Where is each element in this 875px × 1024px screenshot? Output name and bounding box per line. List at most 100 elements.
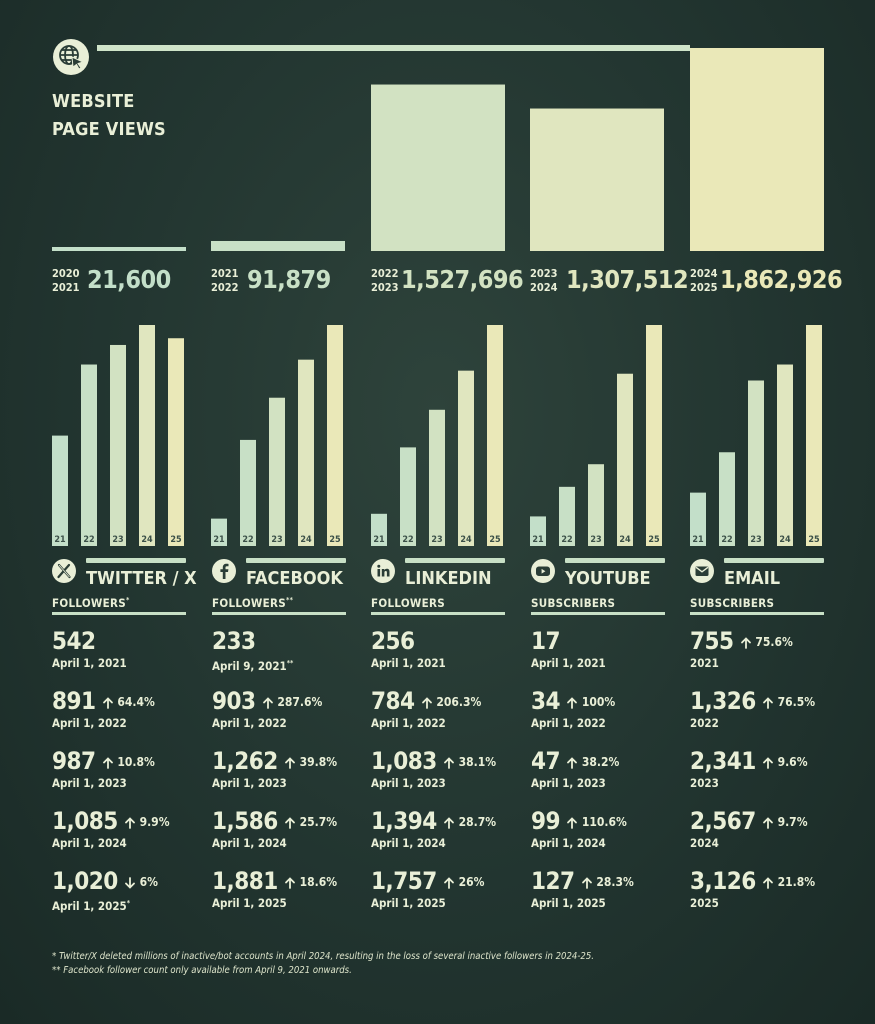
youtube-subtitle: SUBSCRIBERS bbox=[531, 593, 615, 610]
page-views-value: 1,527,696 bbox=[401, 265, 524, 294]
email-entry: 2,341 9.6% 2023 bbox=[690, 746, 824, 802]
email-date: 2025 bbox=[690, 896, 719, 910]
twitter-bar bbox=[81, 364, 97, 546]
facebook-value: 1,586 25.7% bbox=[212, 807, 338, 835]
facebook-date: April 1, 2025 bbox=[212, 896, 287, 910]
email-bar-label: 24 bbox=[779, 535, 791, 545]
envelope-icon bbox=[690, 559, 714, 583]
arrow-up-icon bbox=[443, 816, 454, 829]
youtube-bar-label: 25 bbox=[648, 535, 660, 545]
facebook-change: 25.7% bbox=[284, 815, 337, 829]
linkedin-bar-label: 21 bbox=[373, 535, 385, 545]
linkedin-date: April 1, 2024 bbox=[371, 836, 446, 850]
twitter-date: April 1, 2025* bbox=[52, 898, 131, 913]
footnote-facebook: ** Facebook follower count only availabl… bbox=[52, 965, 352, 976]
youtube-change: 100% bbox=[566, 695, 615, 709]
arrow-down-icon bbox=[124, 876, 135, 889]
page-views-bar bbox=[211, 240, 345, 251]
twitter-change: 6% bbox=[124, 875, 158, 889]
twitter-bar bbox=[168, 338, 184, 546]
youtube-date: April 1, 2023 bbox=[531, 776, 606, 790]
page-views-label: 2021 2022 91,879 bbox=[211, 265, 347, 298]
twitter-name: TWITTER / X bbox=[86, 568, 197, 589]
page-views-label: 2022 2023 1,527,696 bbox=[371, 265, 524, 298]
facebook-header: FACEBOOK FOLLOWERS** bbox=[212, 556, 346, 616]
linkedin-entry: 256 April 1, 2021 bbox=[371, 626, 505, 682]
facebook-value: 233 bbox=[212, 627, 256, 655]
email-change: 76.5% bbox=[762, 695, 815, 709]
facebook-bar-label: 21 bbox=[213, 535, 225, 545]
youtube-entry: 99 110.6% April 1, 2024 bbox=[531, 806, 665, 862]
email-value: 755 75.6% bbox=[690, 627, 793, 655]
email-entry: 2,567 9.7% 2024 bbox=[690, 806, 824, 862]
email-entry: 755 75.6% 2021 bbox=[690, 626, 824, 682]
linkedin-bar bbox=[458, 370, 474, 546]
twitter-value: 891 64.4% bbox=[52, 687, 155, 715]
header-accent-line bbox=[565, 558, 665, 563]
linkedin-date: April 1, 2022 bbox=[371, 716, 446, 730]
youtube-bar bbox=[588, 464, 604, 546]
email-bar bbox=[719, 452, 735, 546]
linkedin-date: April 1, 2021 bbox=[371, 656, 446, 670]
facebook-entry: 1,262 39.8% April 1, 2023 bbox=[212, 746, 346, 802]
email-bar bbox=[748, 380, 764, 546]
arrow-up-icon bbox=[443, 756, 454, 769]
facebook-subtitle: FOLLOWERS** bbox=[212, 593, 293, 610]
email-entry: 3,126 21.8% 2025 bbox=[690, 866, 824, 922]
facebook-entry: 1,586 25.7% April 1, 2024 bbox=[212, 806, 346, 862]
email-date: 2024 bbox=[690, 836, 719, 850]
youtube-date: April 1, 2024 bbox=[531, 836, 606, 850]
linkedin-bar bbox=[487, 325, 503, 546]
arrow-up-icon bbox=[567, 756, 577, 769]
arrow-up-icon bbox=[581, 876, 592, 889]
page-views-year-end: 2023 bbox=[371, 281, 399, 294]
arrow-up-icon bbox=[567, 816, 577, 829]
youtube-bar bbox=[559, 486, 575, 546]
email-date: 2021 bbox=[690, 656, 719, 670]
youtube-logo-icon bbox=[531, 559, 555, 583]
page-views-year-start: 2023 bbox=[530, 267, 558, 280]
facebook-bar bbox=[211, 518, 227, 546]
facebook-name: FACEBOOK bbox=[246, 568, 343, 589]
youtube-bar-label: 23 bbox=[590, 535, 601, 545]
facebook-date: April 1, 2024 bbox=[212, 836, 287, 850]
linkedin-name: LINKEDIN bbox=[405, 568, 492, 589]
twitter-change: 64.4% bbox=[102, 695, 155, 709]
arrow-up-icon bbox=[262, 696, 273, 709]
twitter-date: April 1, 2024 bbox=[52, 836, 127, 850]
page-views-bar bbox=[690, 48, 824, 251]
page-views-year-start: 2024 bbox=[690, 267, 718, 280]
twitter-bar bbox=[52, 435, 68, 546]
twitter-bar-label: 22 bbox=[83, 535, 94, 545]
arrow-up-icon bbox=[284, 876, 295, 889]
footnote-mark: * bbox=[126, 596, 130, 604]
linkedin-value: 1,757 26% bbox=[371, 867, 485, 895]
linkedin-bar bbox=[400, 447, 416, 546]
youtube-bar-label: 21 bbox=[532, 535, 544, 545]
linkedin-entry: 1,083 38.1% April 1, 2023 bbox=[371, 746, 505, 802]
footnotes: * Twitter/X deleted millions of inactive… bbox=[52, 950, 594, 978]
email-change: 9.7% bbox=[762, 815, 808, 829]
linkedin-column: LINKEDIN FOLLOWERS 256 April 1, 2021 784 2… bbox=[371, 556, 505, 910]
twitter-header: TWITTER / X FOLLOWERS* bbox=[52, 556, 197, 616]
youtube-change: 110.6% bbox=[566, 815, 627, 829]
facebook-bar bbox=[269, 397, 285, 546]
youtube-entry: 127 28.3% April 1, 2025 bbox=[531, 866, 665, 922]
linkedin-logo-icon bbox=[371, 559, 395, 583]
youtube-name: YOUTUBE bbox=[565, 568, 651, 589]
arrow-up-icon bbox=[124, 816, 135, 829]
facebook-bar bbox=[298, 359, 314, 546]
linkedin-change: 26% bbox=[443, 875, 484, 889]
website-page-views-title: WEBSITE PAGE VIEWS bbox=[52, 88, 192, 144]
linkedin-value: 784 206.3% bbox=[371, 687, 482, 715]
youtube-value: 17 bbox=[531, 627, 561, 655]
page-views-year-end: 2021 bbox=[52, 281, 80, 294]
email-bar-label: 21 bbox=[692, 535, 704, 545]
arrow-up-icon bbox=[567, 696, 577, 709]
email-subtitle: SUBSCRIBERS bbox=[690, 593, 774, 610]
website-title-line2: PAGE VIEWS bbox=[52, 119, 166, 140]
linkedin-entry: 1,394 28.7% April 1, 2024 bbox=[371, 806, 505, 862]
linkedin-bar-label: 23 bbox=[431, 535, 442, 545]
email-value: 1,326 76.5% bbox=[690, 687, 816, 715]
facebook-bar bbox=[327, 325, 343, 546]
